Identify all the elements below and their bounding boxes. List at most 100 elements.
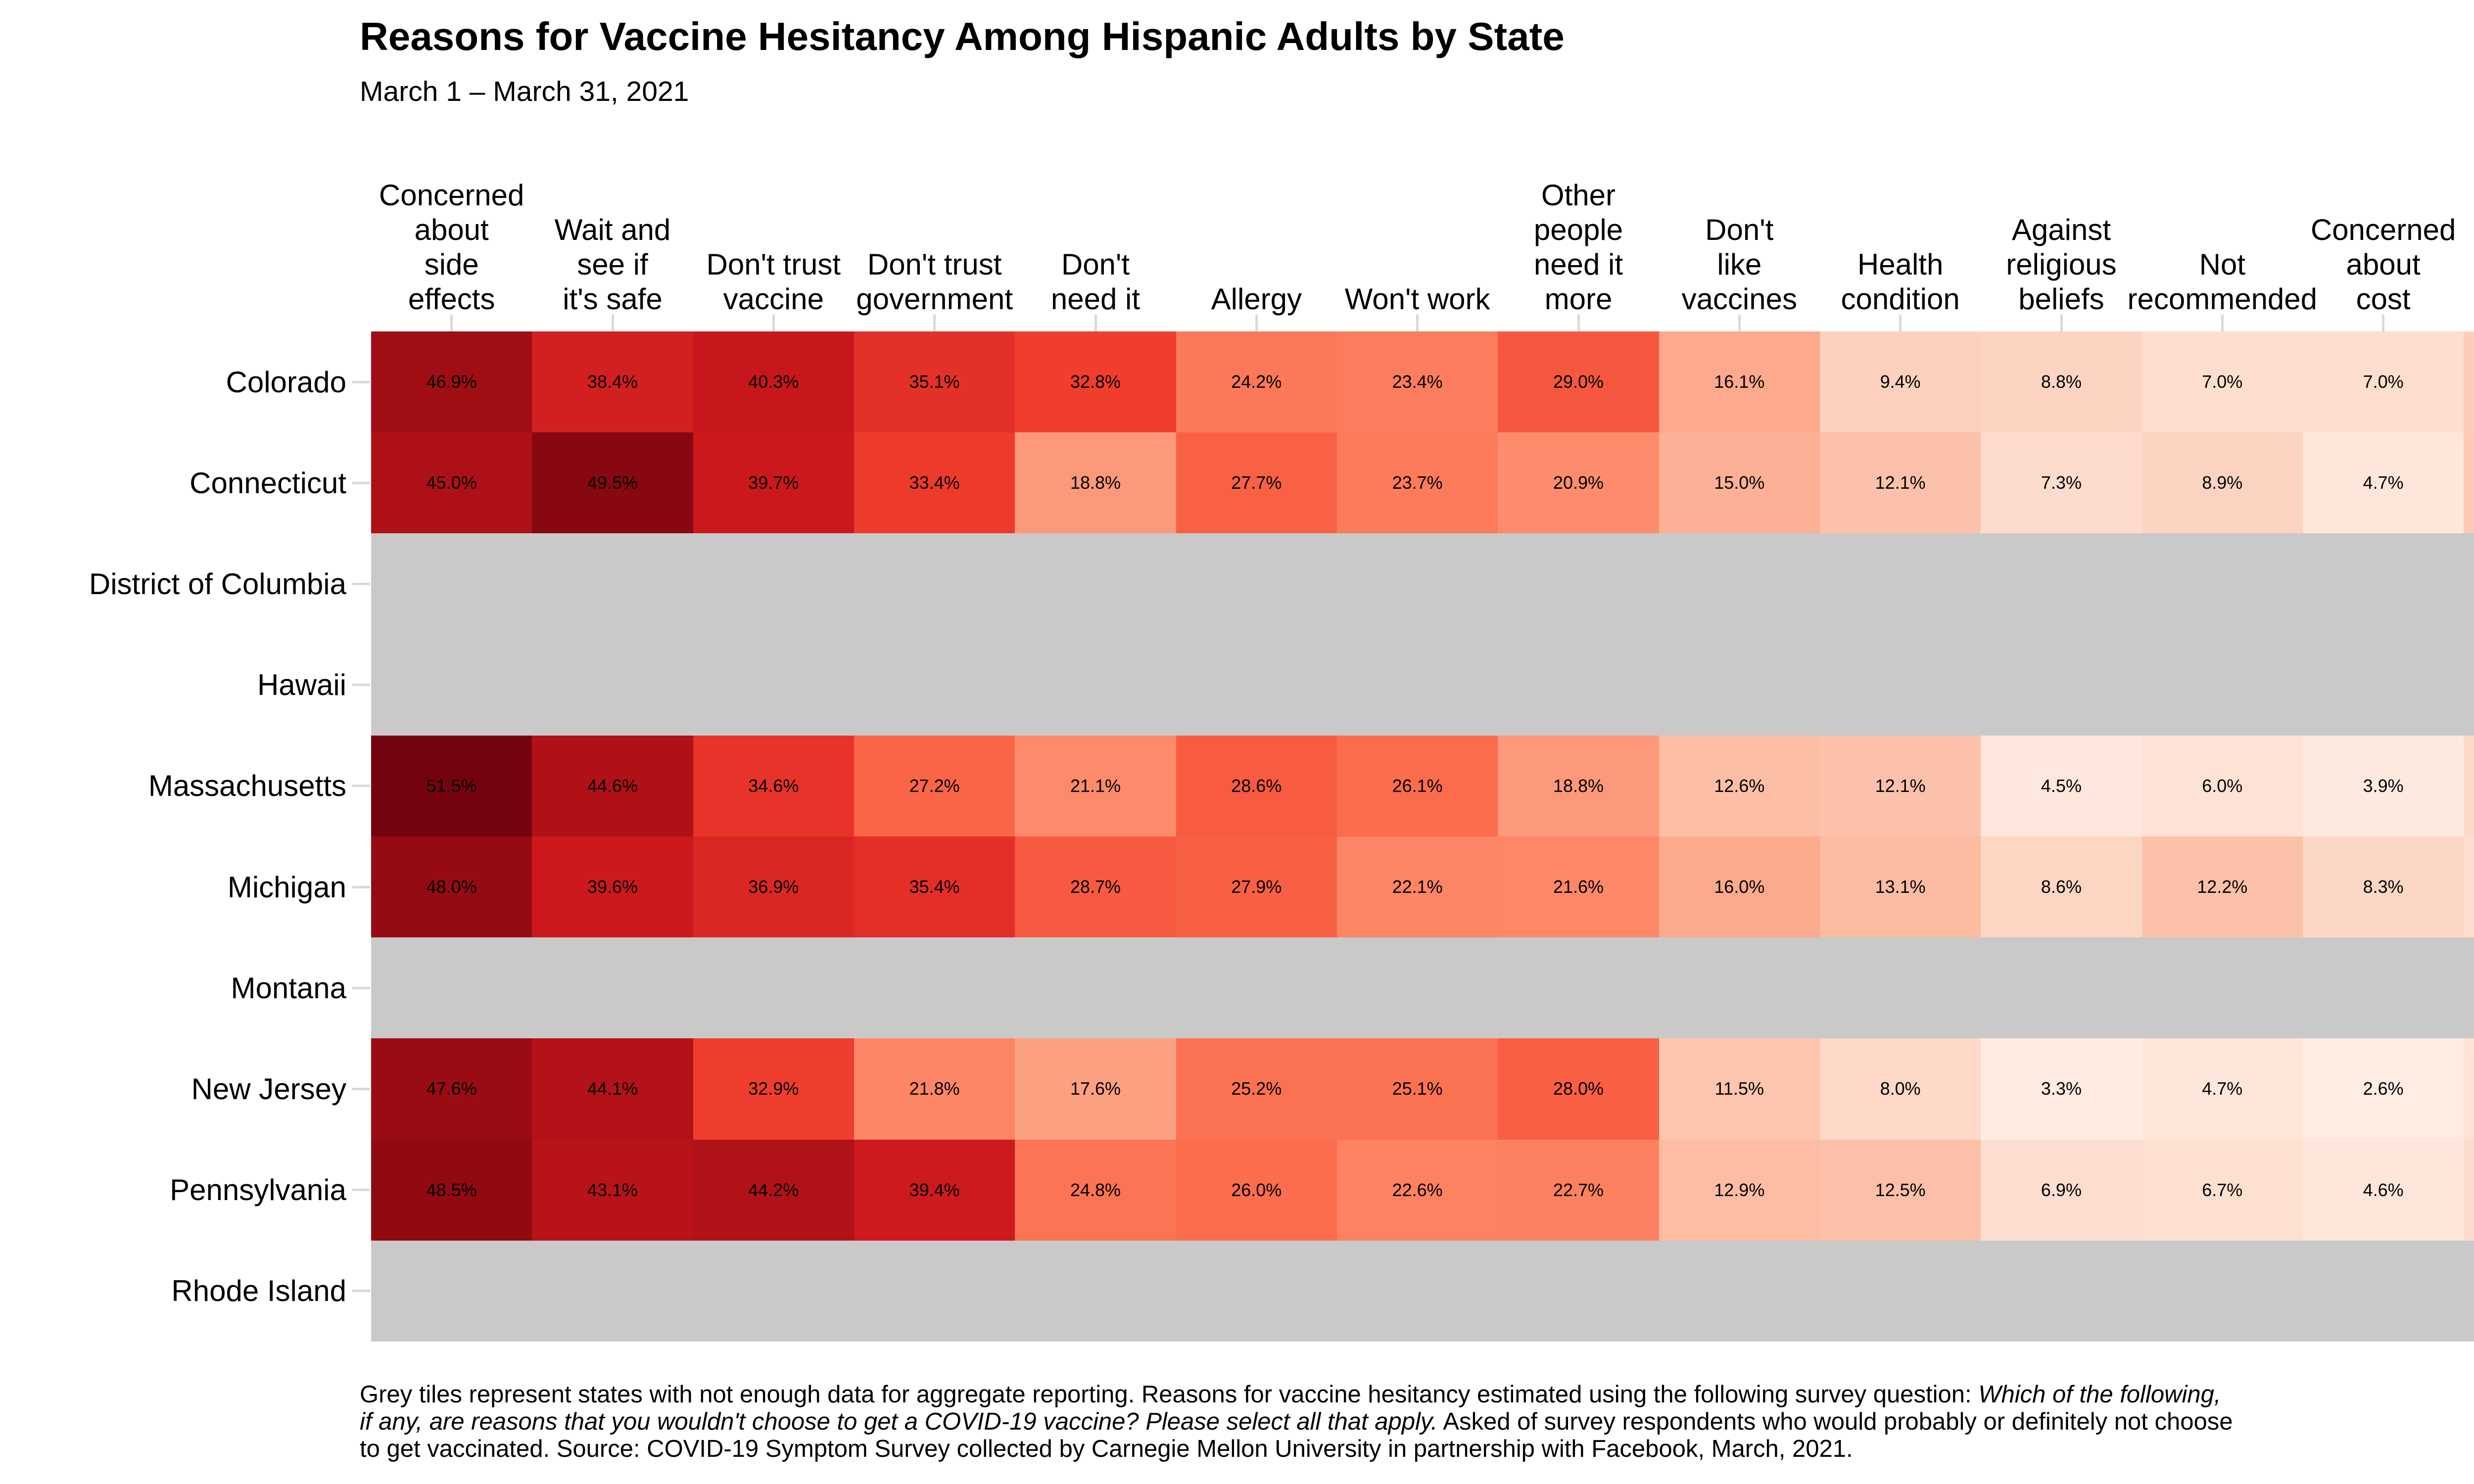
heatmap-cell: 47.6%: [371, 1038, 532, 1140]
column-header: Other people need it more: [1533, 179, 1623, 316]
chart-subtitle: March 1 – March 31, 2021: [360, 76, 689, 107]
heatmap-grid: 46.9% 38.4% 40.3% 35.1% 32.8% 24.2% 23.4% 29.0%…: [371, 331, 2474, 1342]
heatmap-cell: 2.6%: [2302, 1038, 2464, 1140]
no-data-row: [371, 634, 2474, 736]
heatmap-cell: 23.4%: [1336, 331, 1498, 433]
state-label: New Jersey: [191, 1072, 346, 1106]
row-tick-left: [352, 785, 370, 788]
chart-title: Reasons for Vaccine Hesitancy Among Hisp…: [360, 14, 1565, 58]
heatmap-cell: 6.9%: [1981, 1139, 2142, 1241]
column-header: Health condition: [1841, 248, 1960, 316]
heatmap-cell: 10.0%: [2464, 331, 2474, 433]
heatmap-cell: 21.1%: [1015, 735, 1176, 836]
heatmap-cell: 12.9%: [1659, 1139, 1820, 1241]
heatmap-cell: 22.1%: [1336, 836, 1498, 938]
heatmap-cell: 12.6%: [1659, 735, 1820, 836]
heatmap-cell: 40.3%: [693, 331, 854, 433]
row-tick-left: [352, 1088, 370, 1090]
column-header: Don't trust government: [856, 248, 1013, 316]
heatmap-cell: 20.9%: [1498, 432, 1659, 534]
heatmap-cell: 8.8%: [1981, 331, 2142, 433]
heatmap-cell: 22.6%: [1336, 1139, 1498, 1241]
state-label: Pennsylvania: [170, 1173, 346, 1207]
heatmap-cell: 27.7%: [1176, 432, 1337, 534]
heatmap-cell: 10.5%: [2464, 432, 2474, 534]
heatmap-cell: 7.3%: [2464, 1139, 2474, 1241]
column-tick: [2382, 315, 2385, 331]
heatmap-cell: 23.7%: [1336, 432, 1498, 534]
row-tick-left: [352, 1189, 370, 1192]
column-tick: [772, 315, 775, 331]
heatmap-cell: 12.2%: [2141, 836, 2303, 938]
row-tick-left: [352, 684, 370, 687]
heatmap-cell: 21.6%: [1498, 836, 1659, 938]
heatmap-cell: 25.2%: [1176, 1038, 1337, 1140]
heatmap-cell: 8.0%: [1819, 1038, 1981, 1140]
column-header: Don't trust vaccine: [706, 248, 841, 316]
heatmap-cell: 12.5%: [1819, 1139, 1981, 1241]
heatmap-cell: 29.0%: [1498, 331, 1659, 433]
column-header: Not recommended: [2127, 248, 2318, 316]
heatmap-cell: 7.8%: [2464, 735, 2474, 836]
heatmap-cell: 4.7%: [2302, 432, 2464, 534]
state-label: District of Columbia: [89, 567, 346, 601]
heatmap-cell: 9.4%: [1819, 331, 1981, 433]
heatmap-cell: 49.5%: [532, 432, 693, 534]
heatmap-cell: 32.8%: [1015, 331, 1176, 433]
heatmap-cell: 18.8%: [1498, 735, 1659, 836]
heatmap-cell: 27.2%: [854, 735, 1015, 836]
heatmap-cell: 24.8%: [1015, 1139, 1176, 1241]
heatmap-cell: 4.7%: [2141, 1038, 2303, 1140]
column-tick: [933, 315, 936, 331]
heatmap-cell: 35.4%: [854, 836, 1015, 938]
heatmap-cell: 8.3%: [2302, 836, 2464, 938]
heatmap-row: 48.5% 43.1% 44.2% 39.4% 24.8% 26.0% 22.6% 22.7%…: [371, 1139, 2474, 1241]
state-label: Michigan: [227, 870, 346, 904]
column-header: Don't need it: [1050, 248, 1141, 316]
column-header: Pregnancy: [2464, 174, 2474, 317]
column-tick: [1899, 315, 1902, 331]
row-tick-left: [352, 986, 370, 989]
heatmap-cell: 17.6%: [1015, 1038, 1176, 1140]
footnote-text-1: Grey tiles represent states with not eno…: [360, 1381, 1979, 1408]
heatmap-cell: 44.1%: [532, 1038, 693, 1140]
column-tick: [1738, 315, 1741, 331]
footnote-survey-question-2: if any, are reasons that you wouldn't ch…: [360, 1408, 1438, 1435]
column-header: Allergy: [1211, 282, 1302, 316]
state-label: Hawaii: [257, 668, 346, 702]
heatmap-cell: 26.0%: [1176, 1139, 1337, 1241]
heatmap-cell: 6.7%: [2141, 1139, 2303, 1241]
heatmap-row: 47.6% 44.1% 32.9% 21.8% 17.6% 25.2% 25.1% 28.0%…: [371, 1038, 2474, 1140]
heatmap-cell: 18.8%: [1015, 432, 1176, 534]
column-header: Concerned about cost: [2310, 213, 2456, 316]
column-header: Against religious beliefs: [2006, 213, 2117, 316]
heatmap-cell: 39.6%: [532, 836, 693, 938]
row-tick-left: [352, 380, 370, 383]
heatmap-cell: 36.9%: [693, 836, 854, 938]
column-tick: [1094, 315, 1097, 331]
column-tick: [611, 315, 614, 331]
state-label: Colorado: [226, 365, 347, 399]
column-tick: [1577, 315, 1580, 331]
state-label: Rhode Island: [171, 1274, 346, 1308]
heatmap-cell: 3.9%: [2302, 735, 2464, 836]
heatmap-cell: 45.0%: [371, 432, 532, 534]
column-header: Don't like vaccines: [1681, 213, 1797, 316]
heatmap-cell: 39.4%: [854, 1139, 1015, 1241]
row-tick-left: [352, 583, 370, 585]
state-label: Connecticut: [190, 466, 346, 500]
heatmap-row: 48.0% 39.6% 36.9% 35.4% 28.7% 27.9% 22.1% 21.6%…: [371, 836, 2474, 938]
heatmap-cell: 3.3%: [1981, 1038, 2142, 1140]
heatmap-cell: 11.5%: [1659, 1038, 1820, 1140]
heatmap-cell: 22.7%: [1498, 1139, 1659, 1241]
heatmap-cell: 24.2%: [1176, 331, 1337, 433]
column-headers: Concerned about side effects Wait and see…: [371, 174, 2474, 317]
heatmap-cell: 7.0%: [2302, 331, 2464, 433]
heatmap-cell: 13.1%: [1819, 836, 1981, 938]
no-data-row: [371, 1240, 2474, 1342]
heatmap-cell: 12.1%: [1819, 432, 1981, 534]
heatmap-cell: 7.3%: [1981, 432, 2142, 534]
no-data-row: [371, 937, 2474, 1039]
heatmap-cell: 44.2%: [693, 1139, 854, 1241]
